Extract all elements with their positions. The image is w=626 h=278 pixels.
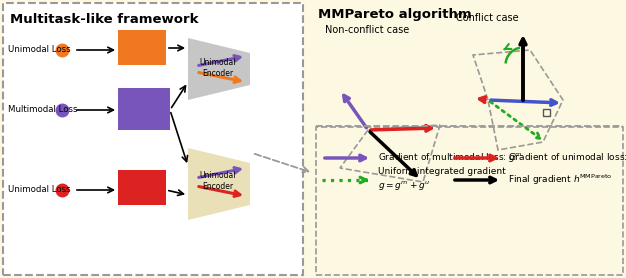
Bar bbox=[118, 30, 166, 65]
Text: Final gradient $h^\mathrm{MMPareto}$: Final gradient $h^\mathrm{MMPareto}$ bbox=[508, 173, 612, 187]
Bar bbox=[543, 109, 550, 116]
Polygon shape bbox=[188, 148, 250, 220]
FancyBboxPatch shape bbox=[316, 127, 623, 275]
Polygon shape bbox=[188, 38, 250, 100]
Text: $g = g^m + g^u$: $g = g^m + g^u$ bbox=[378, 178, 430, 192]
Text: Unimodal Loss: Unimodal Loss bbox=[8, 46, 71, 54]
Bar bbox=[118, 88, 170, 130]
Text: Gradient of multimodal loss: $g^m$: Gradient of multimodal loss: $g^m$ bbox=[378, 152, 523, 165]
FancyBboxPatch shape bbox=[3, 3, 303, 275]
Text: Multitask-like framework: Multitask-like framework bbox=[10, 13, 198, 26]
Text: Unimodal
Encoder: Unimodal Encoder bbox=[200, 171, 236, 191]
Text: Conflict case: Conflict case bbox=[456, 13, 518, 23]
Bar bbox=[118, 170, 166, 205]
Text: MMPareto algorithm: MMPareto algorithm bbox=[318, 8, 471, 21]
Text: Uniform integrated gradient: Uniform integrated gradient bbox=[378, 168, 506, 177]
Text: Non-conflict case: Non-conflict case bbox=[325, 25, 409, 35]
Text: Unimodal
Encoder: Unimodal Encoder bbox=[200, 58, 236, 78]
Text: Multimodal Loss: Multimodal Loss bbox=[8, 105, 78, 115]
Text: Unimodal Loss: Unimodal Loss bbox=[8, 185, 71, 195]
Text: Gradient of unimodal loss: $g^u$: Gradient of unimodal loss: $g^u$ bbox=[508, 152, 626, 165]
